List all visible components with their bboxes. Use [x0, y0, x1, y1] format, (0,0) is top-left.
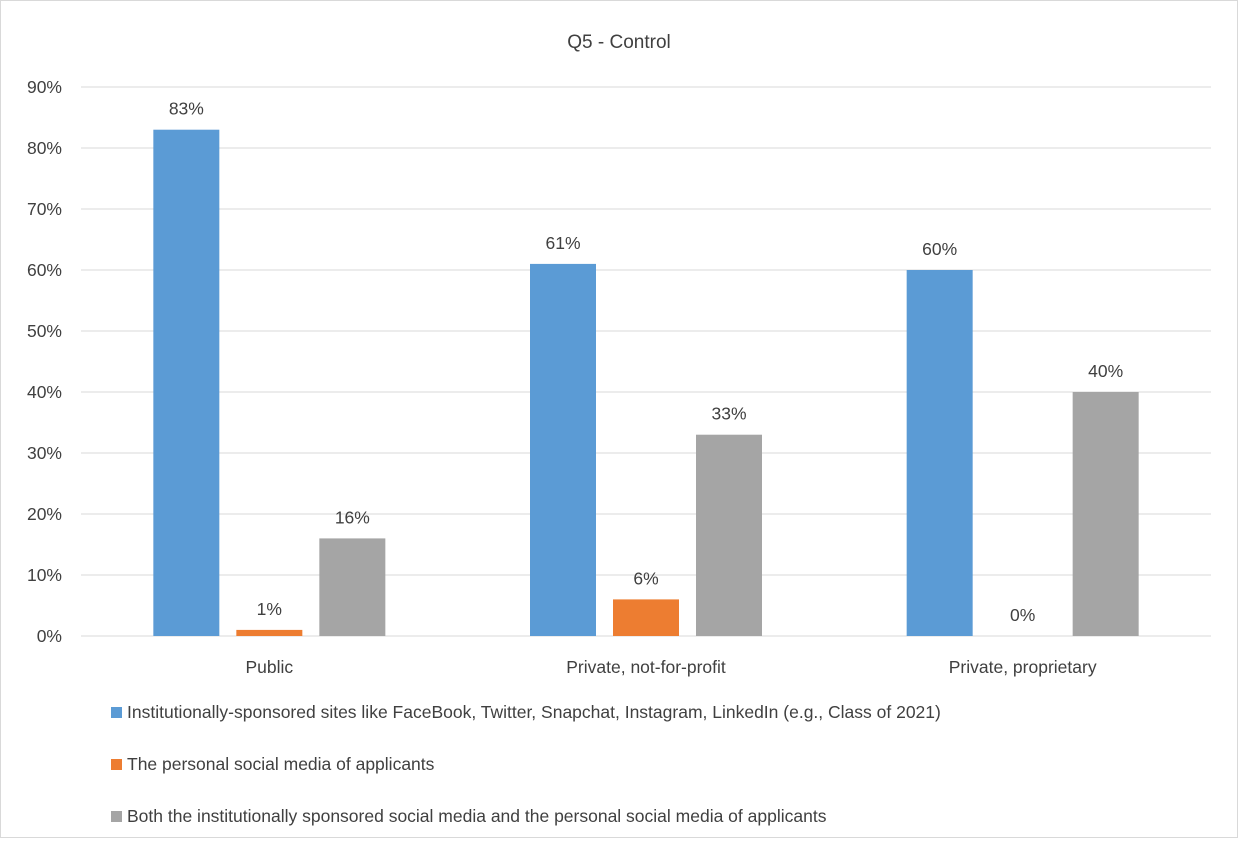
legend-label-personal: The personal social media of applicants	[127, 753, 435, 774]
bar	[906, 270, 973, 636]
data-label: 6%	[633, 568, 658, 588]
data-label: 60%	[922, 239, 957, 259]
legend: Institutionally-sponsored sites like Fac…	[111, 701, 1211, 857]
x-axis-ticks: Public Private, not-for-profit Private, pr…	[245, 657, 1096, 677]
y-tick-label: 50%	[27, 321, 62, 341]
legend-item-institutional: Institutionally-sponsored sites like Fac…	[111, 701, 1211, 723]
data-label: 83%	[169, 99, 204, 119]
y-tick-label: 0%	[37, 626, 62, 646]
y-tick-label: 30%	[27, 443, 62, 463]
data-label: 61%	[545, 233, 580, 253]
chart-container: Q5 - Control 0% 10% 20% 30% 40% 50% 60% 70% 80% 9…	[0, 0, 1238, 838]
chart-title: Q5 - Control	[567, 32, 670, 53]
data-label: 40%	[1088, 361, 1123, 381]
legend-label-institutional: Institutionally-sponsored sites like Fac…	[127, 701, 941, 722]
bar	[236, 629, 303, 636]
x-tick-label: Public	[245, 657, 293, 677]
data-label: 33%	[711, 404, 746, 424]
x-tick-label: Private, proprietary	[949, 657, 1097, 677]
legend-label-both: Both the institutionally sponsored socia…	[127, 805, 827, 826]
bar	[613, 599, 679, 636]
y-tick-label: 60%	[27, 260, 62, 280]
y-tick-label: 90%	[27, 77, 62, 97]
legend-item-personal: The personal social media of applicants	[111, 753, 1211, 775]
y-axis-ticks: 0% 10% 20% 30% 40% 50% 60% 70% 80% 90%	[27, 77, 62, 646]
bar	[696, 434, 762, 636]
data-label: 16%	[335, 507, 370, 527]
bar	[530, 263, 596, 636]
x-tick-label: Private, not-for-profit	[566, 657, 726, 677]
bar	[153, 129, 220, 636]
legend-swatch-both	[111, 810, 122, 822]
legend-item-both: Both the institutionally sponsored socia…	[111, 805, 1211, 827]
bars	[153, 129, 1139, 636]
y-tick-label: 80%	[27, 138, 62, 158]
gridlines	[81, 86, 1211, 637]
y-tick-label: 40%	[27, 382, 62, 402]
bar-chart: Q5 - Control 0% 10% 20% 30% 40% 50% 60% 70% 80% 9…	[27, 32, 1211, 677]
y-tick-label: 70%	[27, 199, 62, 219]
bar	[1072, 392, 1139, 636]
data-labels: 83% 1% 16% 61% 6% 33% 60% 0% 40%	[169, 99, 1123, 625]
legend-swatch-institutional	[111, 706, 122, 718]
y-tick-label: 10%	[27, 565, 62, 585]
data-label: 0%	[1010, 605, 1035, 625]
legend-swatch-personal	[111, 758, 122, 770]
bar	[319, 538, 386, 636]
y-tick-label: 20%	[27, 504, 62, 524]
data-label: 1%	[257, 599, 282, 619]
